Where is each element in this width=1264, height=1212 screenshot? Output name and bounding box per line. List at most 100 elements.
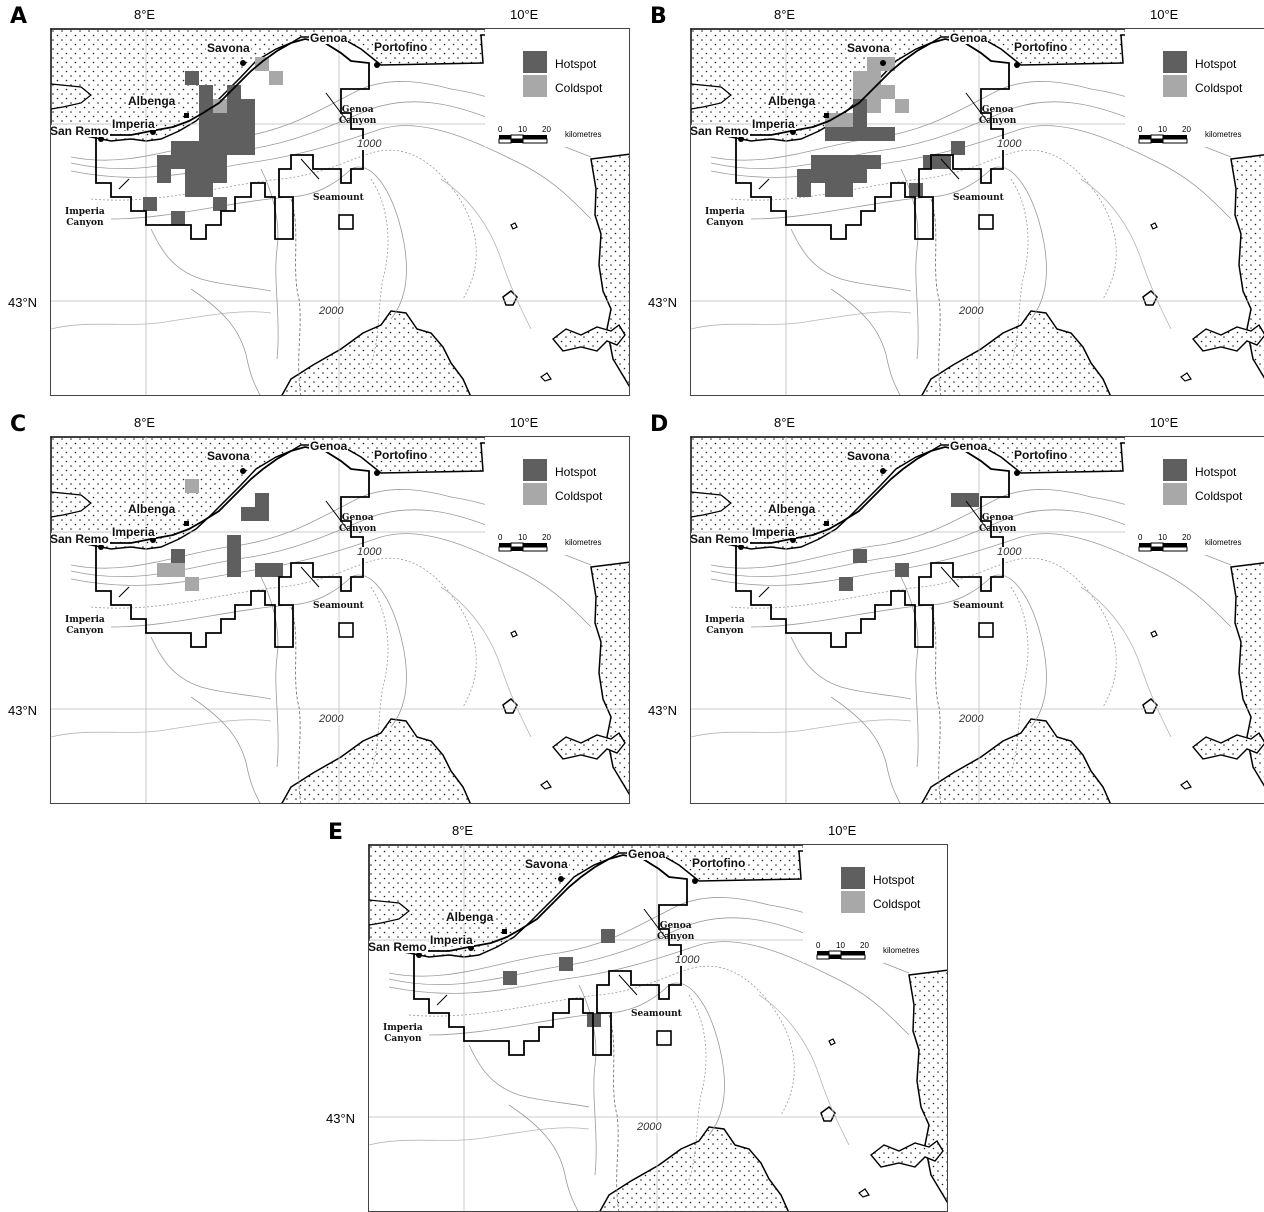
scale-tick-0: 0 <box>498 125 503 134</box>
panel-label: A <box>10 4 28 29</box>
latitude-label: 43°N <box>326 1111 356 1126</box>
scale-tick-20: 20 <box>1182 533 1191 542</box>
island-capraia <box>1142 290 1158 306</box>
hotspot-cell <box>199 113 213 127</box>
hotspot-cell <box>227 549 241 563</box>
coldspot-cell <box>867 85 881 99</box>
hotspot-cell <box>241 99 255 113</box>
label-albenga: Albenga <box>127 94 177 108</box>
hotspot-cell <box>185 71 199 85</box>
hotspot-cell <box>825 183 839 197</box>
hotspot-cell <box>185 141 199 155</box>
hotspot-cell <box>185 169 199 183</box>
label-genoa-canyon: Genoa Canyon <box>339 513 377 534</box>
legend-hotspot-swatch <box>523 459 547 481</box>
legend: Hotspot Coldspot 0 10 20 kilometres <box>803 845 947 963</box>
label-depth-1000: 1000 <box>997 546 1022 558</box>
hotspot-cell <box>559 957 573 971</box>
scale-bar <box>498 134 548 144</box>
scale-tick-20: 20 <box>542 533 551 542</box>
label-portofino: Portofino <box>373 448 429 462</box>
label-imperia: Imperia <box>751 117 796 131</box>
hotspot-cell <box>157 155 171 169</box>
hotspot-cell <box>227 535 241 549</box>
latitude-label: 43°N <box>648 295 678 310</box>
hotspot-cell <box>199 141 213 155</box>
label-seamount: Seamount <box>953 601 1004 611</box>
scale-bar <box>816 950 866 960</box>
longitude-label-left: 8°E <box>452 823 474 838</box>
scale-tick-20: 20 <box>1182 125 1191 134</box>
island-elba <box>551 731 626 760</box>
land-west <box>51 491 92 518</box>
island-pianosa <box>540 372 552 382</box>
land-liguria <box>369 845 947 958</box>
boundary-outlier-cell <box>978 214 994 230</box>
label-depth-1000: 1000 <box>357 546 382 558</box>
label-genoa-canyon: Genoa Canyon <box>979 105 1017 126</box>
island-pianosa <box>540 780 552 790</box>
scale-tick-10: 10 <box>836 941 845 950</box>
hotspot-cell <box>171 155 185 169</box>
hotspot-cell <box>853 99 867 113</box>
legend-coldspot-swatch <box>841 891 865 913</box>
panel-label: E <box>328 820 344 845</box>
hotspot-cell <box>601 929 615 943</box>
map-panel-d: D 8°E 10°E 43°N <box>640 408 1264 808</box>
hotspot-cell <box>895 563 909 577</box>
panel-label: C <box>10 412 27 437</box>
label-genoa-canyon: Genoa Canyon <box>339 105 377 126</box>
land-liguria <box>691 437 1264 550</box>
scale-bar <box>1138 134 1188 144</box>
hotspot-cell <box>839 169 853 183</box>
map-frame: San Remo Imperia Albenga Savona Genoa Po… <box>690 436 1264 804</box>
coldspot-cell <box>255 57 269 71</box>
map-canvas <box>691 437 1264 803</box>
hotspot-cell <box>867 155 881 169</box>
panel-label: B <box>650 4 667 29</box>
label-savona: Savona <box>846 449 891 463</box>
scale-tick-10: 10 <box>1158 125 1167 134</box>
hotspot-cell <box>213 155 227 169</box>
island-capraia <box>502 698 518 714</box>
label-imperia: Imperia <box>429 933 474 947</box>
hotspot-cell <box>199 169 213 183</box>
label-depth-1000: 1000 <box>675 954 700 966</box>
hotspot-cell <box>853 155 867 169</box>
hotspot-cell <box>199 85 213 99</box>
hotspot-cell <box>255 563 269 577</box>
legend-coldspot-label: Coldspot <box>555 489 603 503</box>
island-capraia <box>820 1106 836 1122</box>
hotspot-cell <box>227 563 241 577</box>
map-panel-a: A 8°E 10°E 43°N <box>0 0 640 400</box>
boundary-outlier-cell <box>656 1030 672 1046</box>
scale-tick-20: 20 <box>542 125 551 134</box>
hotspot-cell <box>853 113 867 127</box>
island-elba <box>1191 323 1264 352</box>
label-albenga: Albenga <box>767 94 817 108</box>
hotspot-cell <box>213 197 227 211</box>
hotspot-cell <box>965 493 979 507</box>
scale-bar <box>498 542 548 552</box>
land-west <box>51 83 92 110</box>
scale-unit-label: kilometres <box>1205 538 1242 547</box>
legend-hotspot-label: Hotspot <box>555 465 597 479</box>
coldspot-cell <box>881 85 895 99</box>
hotspot-cell <box>213 169 227 183</box>
scale-tick-10: 10 <box>518 125 527 134</box>
label-depth-2000: 2000 <box>319 713 344 725</box>
hotspot-cell <box>227 141 241 155</box>
label-depth-1000: 1000 <box>357 138 382 150</box>
hotspot-cell <box>853 169 867 183</box>
legend: Hotspot Coldspot 0 10 20 kilometres <box>485 29 629 147</box>
land-tuscany <box>590 153 629 388</box>
hotspot-cell <box>227 85 241 99</box>
land-liguria <box>51 437 629 550</box>
label-genoa: Genoa <box>949 31 989 45</box>
label-san-remo: San Remo <box>50 532 110 546</box>
hotspot-cell <box>951 493 965 507</box>
hotspot-cell <box>269 563 283 577</box>
island-elba <box>551 323 626 352</box>
longitude-label-right: 10°E <box>510 415 539 430</box>
hotspot-cell <box>839 155 853 169</box>
